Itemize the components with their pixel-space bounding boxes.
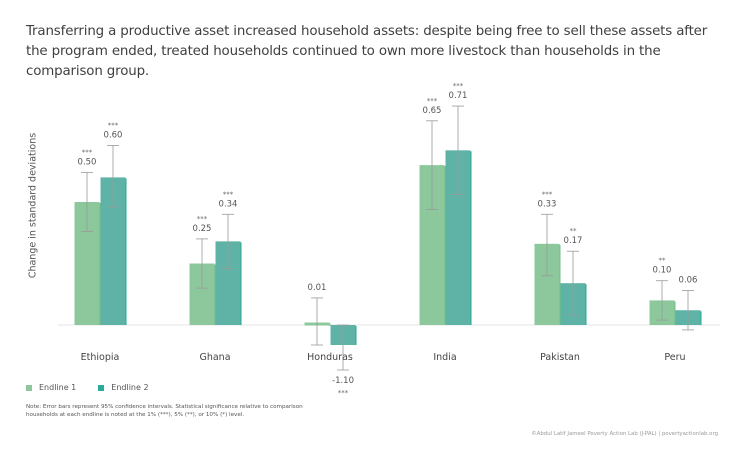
category-label-peru: Peru [664,352,685,363]
category-label-ethiopia: Ethiopia [81,352,120,363]
category-label-ghana: Ghana [199,352,230,363]
data-label: 0.60 [104,130,123,140]
significance-label: *** [197,215,208,223]
data-label: 0.65 [423,106,442,116]
legend-item-endline-2: Endline 2 [98,383,149,392]
data-label: 0.34 [219,199,238,209]
significance-label: *** [453,82,464,90]
footnote: Note: Error bars represent 95% confidenc… [26,404,303,418]
significance-label: *** [542,190,553,198]
data-label: 0.17 [564,236,583,246]
category-label-pakistan: Pakistan [540,352,580,363]
significance-label: ** [659,257,667,265]
credit-line: ©Abdul Latif Jameel Poverty Action Lab (… [531,431,718,437]
legend-swatch-endline-1 [26,384,32,391]
significance-label: ** [570,227,578,235]
data-label: 0.71 [449,91,468,101]
legend-swatch-endline-2 [98,384,105,391]
data-label: -1.10 [332,376,354,386]
data-label: 0.10 [653,266,672,276]
legend: Endline 1 Endline 2 [26,383,149,392]
legend-label: Endline 1 [39,383,77,392]
data-label: 0.25 [193,224,212,234]
chart-title: Transferring a productive asset increase… [26,24,708,79]
significance-label: *** [338,389,349,397]
legend-label: Endline 2 [111,383,149,392]
significance-label: *** [82,148,93,156]
significance-label: *** [108,121,119,129]
legend-item-endline-1: Endline 1 [26,383,76,392]
category-label-honduras: Honduras [307,352,353,363]
data-label: 0.50 [78,157,97,167]
significance-label: *** [223,190,234,198]
data-label: 0.06 [679,276,698,286]
significance-label: *** [427,97,438,105]
category-label-india: India [433,352,456,363]
data-label: 0.33 [538,199,557,209]
data-label: 0.01 [308,283,327,293]
